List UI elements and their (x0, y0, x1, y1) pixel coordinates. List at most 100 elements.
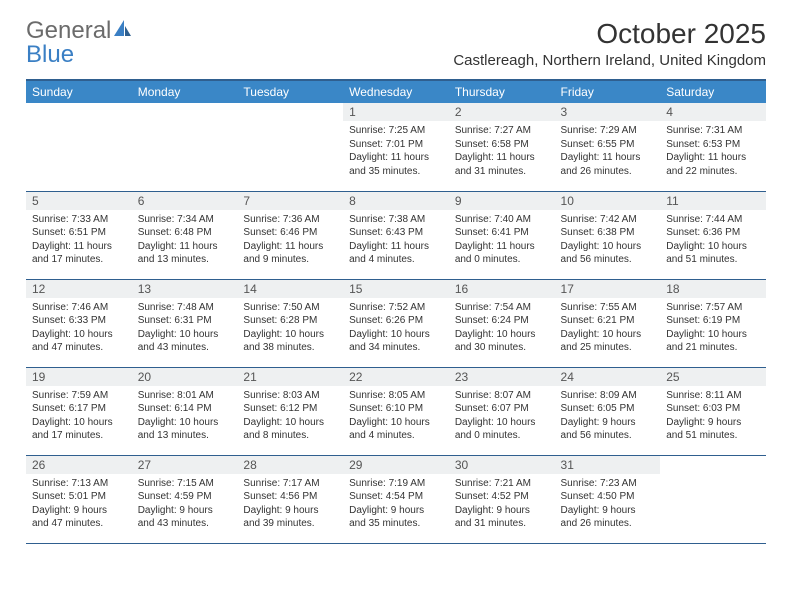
calendar-day-cell: 21Sunrise: 8:03 AMSunset: 6:12 PMDayligh… (237, 367, 343, 455)
sunrise-text: Sunrise: 7:19 AM (349, 477, 443, 491)
daylight-text: Daylight: 11 hours and 4 minutes. (349, 240, 443, 267)
day-number (132, 103, 238, 121)
weekday-header: Wednesday (343, 80, 449, 103)
sunset-text: Sunset: 6:33 PM (32, 314, 126, 328)
calendar-page: GeneralBlue October 2025 Castlereagh, No… (0, 0, 792, 564)
calendar-day-cell: 28Sunrise: 7:17 AMSunset: 4:56 PMDayligh… (237, 455, 343, 543)
daylight-text: Daylight: 9 hours and 31 minutes. (455, 504, 549, 531)
calendar-day-cell: 3Sunrise: 7:29 AMSunset: 6:55 PMDaylight… (555, 103, 661, 191)
day-body: Sunrise: 8:09 AMSunset: 6:05 PMDaylight:… (555, 386, 661, 447)
calendar-day-cell: 18Sunrise: 7:57 AMSunset: 6:19 PMDayligh… (660, 279, 766, 367)
sunrise-text: Sunrise: 7:40 AM (455, 213, 549, 227)
calendar-day-cell: 6Sunrise: 7:34 AMSunset: 6:48 PMDaylight… (132, 191, 238, 279)
day-number: 20 (132, 368, 238, 386)
title-block: October 2025 Castlereagh, Northern Irela… (453, 18, 766, 73)
day-number (660, 456, 766, 474)
day-body: Sunrise: 7:52 AMSunset: 6:26 PMDaylight:… (343, 298, 449, 359)
day-number: 12 (26, 280, 132, 298)
day-body: Sunrise: 8:05 AMSunset: 6:10 PMDaylight:… (343, 386, 449, 447)
day-body: Sunrise: 7:42 AMSunset: 6:38 PMDaylight:… (555, 210, 661, 271)
day-number: 27 (132, 456, 238, 474)
day-number: 8 (343, 192, 449, 210)
daylight-text: Daylight: 10 hours and 51 minutes. (666, 240, 760, 267)
calendar-day-cell: 7Sunrise: 7:36 AMSunset: 6:46 PMDaylight… (237, 191, 343, 279)
logo-text-blue: Blue (26, 41, 74, 68)
day-body: Sunrise: 7:34 AMSunset: 6:48 PMDaylight:… (132, 210, 238, 271)
sunrise-text: Sunrise: 7:57 AM (666, 301, 760, 315)
day-body: Sunrise: 8:07 AMSunset: 6:07 PMDaylight:… (449, 386, 555, 447)
day-number: 29 (343, 456, 449, 474)
sunrise-text: Sunrise: 7:25 AM (349, 124, 443, 138)
day-number (237, 103, 343, 121)
day-number: 13 (132, 280, 238, 298)
day-number: 31 (555, 456, 661, 474)
logo-text-general: General (26, 17, 111, 44)
daylight-text: Daylight: 10 hours and 8 minutes. (243, 416, 337, 443)
calendar-day-cell: 19Sunrise: 7:59 AMSunset: 6:17 PMDayligh… (26, 367, 132, 455)
sunset-text: Sunset: 6:17 PM (32, 402, 126, 416)
day-number: 16 (449, 280, 555, 298)
calendar-week-row: 12Sunrise: 7:46 AMSunset: 6:33 PMDayligh… (26, 279, 766, 367)
sunset-text: Sunset: 6:43 PM (349, 226, 443, 240)
daylight-text: Daylight: 10 hours and 25 minutes. (561, 328, 655, 355)
calendar-day-cell: 22Sunrise: 8:05 AMSunset: 6:10 PMDayligh… (343, 367, 449, 455)
sunset-text: Sunset: 4:50 PM (561, 490, 655, 504)
day-body: Sunrise: 7:27 AMSunset: 6:58 PMDaylight:… (449, 121, 555, 182)
sunrise-text: Sunrise: 8:11 AM (666, 389, 760, 403)
day-body: Sunrise: 7:13 AMSunset: 5:01 PMDaylight:… (26, 474, 132, 535)
daylight-text: Daylight: 10 hours and 47 minutes. (32, 328, 126, 355)
calendar-day-cell: 24Sunrise: 8:09 AMSunset: 6:05 PMDayligh… (555, 367, 661, 455)
day-body: Sunrise: 7:19 AMSunset: 4:54 PMDaylight:… (343, 474, 449, 535)
daylight-text: Daylight: 11 hours and 35 minutes. (349, 151, 443, 178)
sunrise-text: Sunrise: 8:09 AM (561, 389, 655, 403)
day-number: 3 (555, 103, 661, 121)
day-body: Sunrise: 7:57 AMSunset: 6:19 PMDaylight:… (660, 298, 766, 359)
daylight-text: Daylight: 9 hours and 35 minutes. (349, 504, 443, 531)
sunrise-text: Sunrise: 8:03 AM (243, 389, 337, 403)
day-number: 30 (449, 456, 555, 474)
sunset-text: Sunset: 4:54 PM (349, 490, 443, 504)
day-body: Sunrise: 7:48 AMSunset: 6:31 PMDaylight:… (132, 298, 238, 359)
day-body (237, 121, 343, 128)
sunset-text: Sunset: 6:24 PM (455, 314, 549, 328)
sunrise-text: Sunrise: 7:59 AM (32, 389, 126, 403)
calendar-day-cell: 31Sunrise: 7:23 AMSunset: 4:50 PMDayligh… (555, 455, 661, 543)
calendar-header-row: Sunday Monday Tuesday Wednesday Thursday… (26, 80, 766, 103)
calendar-day-cell: 2Sunrise: 7:27 AMSunset: 6:58 PMDaylight… (449, 103, 555, 191)
day-body: Sunrise: 7:21 AMSunset: 4:52 PMDaylight:… (449, 474, 555, 535)
day-body: Sunrise: 7:33 AMSunset: 6:51 PMDaylight:… (26, 210, 132, 271)
calendar-day-cell: 15Sunrise: 7:52 AMSunset: 6:26 PMDayligh… (343, 279, 449, 367)
calendar-week-row: 26Sunrise: 7:13 AMSunset: 5:01 PMDayligh… (26, 455, 766, 543)
calendar-day-cell (132, 103, 238, 191)
day-number: 22 (343, 368, 449, 386)
day-number: 6 (132, 192, 238, 210)
day-number: 26 (26, 456, 132, 474)
daylight-text: Daylight: 10 hours and 56 minutes. (561, 240, 655, 267)
sunrise-text: Sunrise: 7:17 AM (243, 477, 337, 491)
sunrise-text: Sunrise: 7:46 AM (32, 301, 126, 315)
sunset-text: Sunset: 6:55 PM (561, 138, 655, 152)
sunrise-text: Sunrise: 7:29 AM (561, 124, 655, 138)
daylight-text: Daylight: 10 hours and 4 minutes. (349, 416, 443, 443)
sunset-text: Sunset: 6:36 PM (666, 226, 760, 240)
sunset-text: Sunset: 6:48 PM (138, 226, 232, 240)
calendar-day-cell: 17Sunrise: 7:55 AMSunset: 6:21 PMDayligh… (555, 279, 661, 367)
weekday-header: Saturday (660, 80, 766, 103)
calendar-day-cell: 26Sunrise: 7:13 AMSunset: 5:01 PMDayligh… (26, 455, 132, 543)
daylight-text: Daylight: 10 hours and 21 minutes. (666, 328, 760, 355)
calendar-body: 1Sunrise: 7:25 AMSunset: 7:01 PMDaylight… (26, 103, 766, 543)
calendar-day-cell: 29Sunrise: 7:19 AMSunset: 4:54 PMDayligh… (343, 455, 449, 543)
sunrise-text: Sunrise: 7:15 AM (138, 477, 232, 491)
header: GeneralBlue October 2025 Castlereagh, No… (26, 18, 766, 73)
day-number: 14 (237, 280, 343, 298)
calendar-table: Sunday Monday Tuesday Wednesday Thursday… (26, 79, 766, 544)
sunrise-text: Sunrise: 7:48 AM (138, 301, 232, 315)
daylight-text: Daylight: 9 hours and 43 minutes. (138, 504, 232, 531)
daylight-text: Daylight: 11 hours and 0 minutes. (455, 240, 549, 267)
sail-icon (112, 18, 132, 43)
calendar-day-cell (660, 455, 766, 543)
weekday-header: Tuesday (237, 80, 343, 103)
day-body: Sunrise: 7:44 AMSunset: 6:36 PMDaylight:… (660, 210, 766, 271)
calendar-day-cell: 12 Sunrise: 7:46 AMSunset: 6:33 PMDayligh… (26, 279, 132, 367)
day-body: Sunrise: 7:25 AMSunset: 7:01 PMDaylight:… (343, 121, 449, 182)
